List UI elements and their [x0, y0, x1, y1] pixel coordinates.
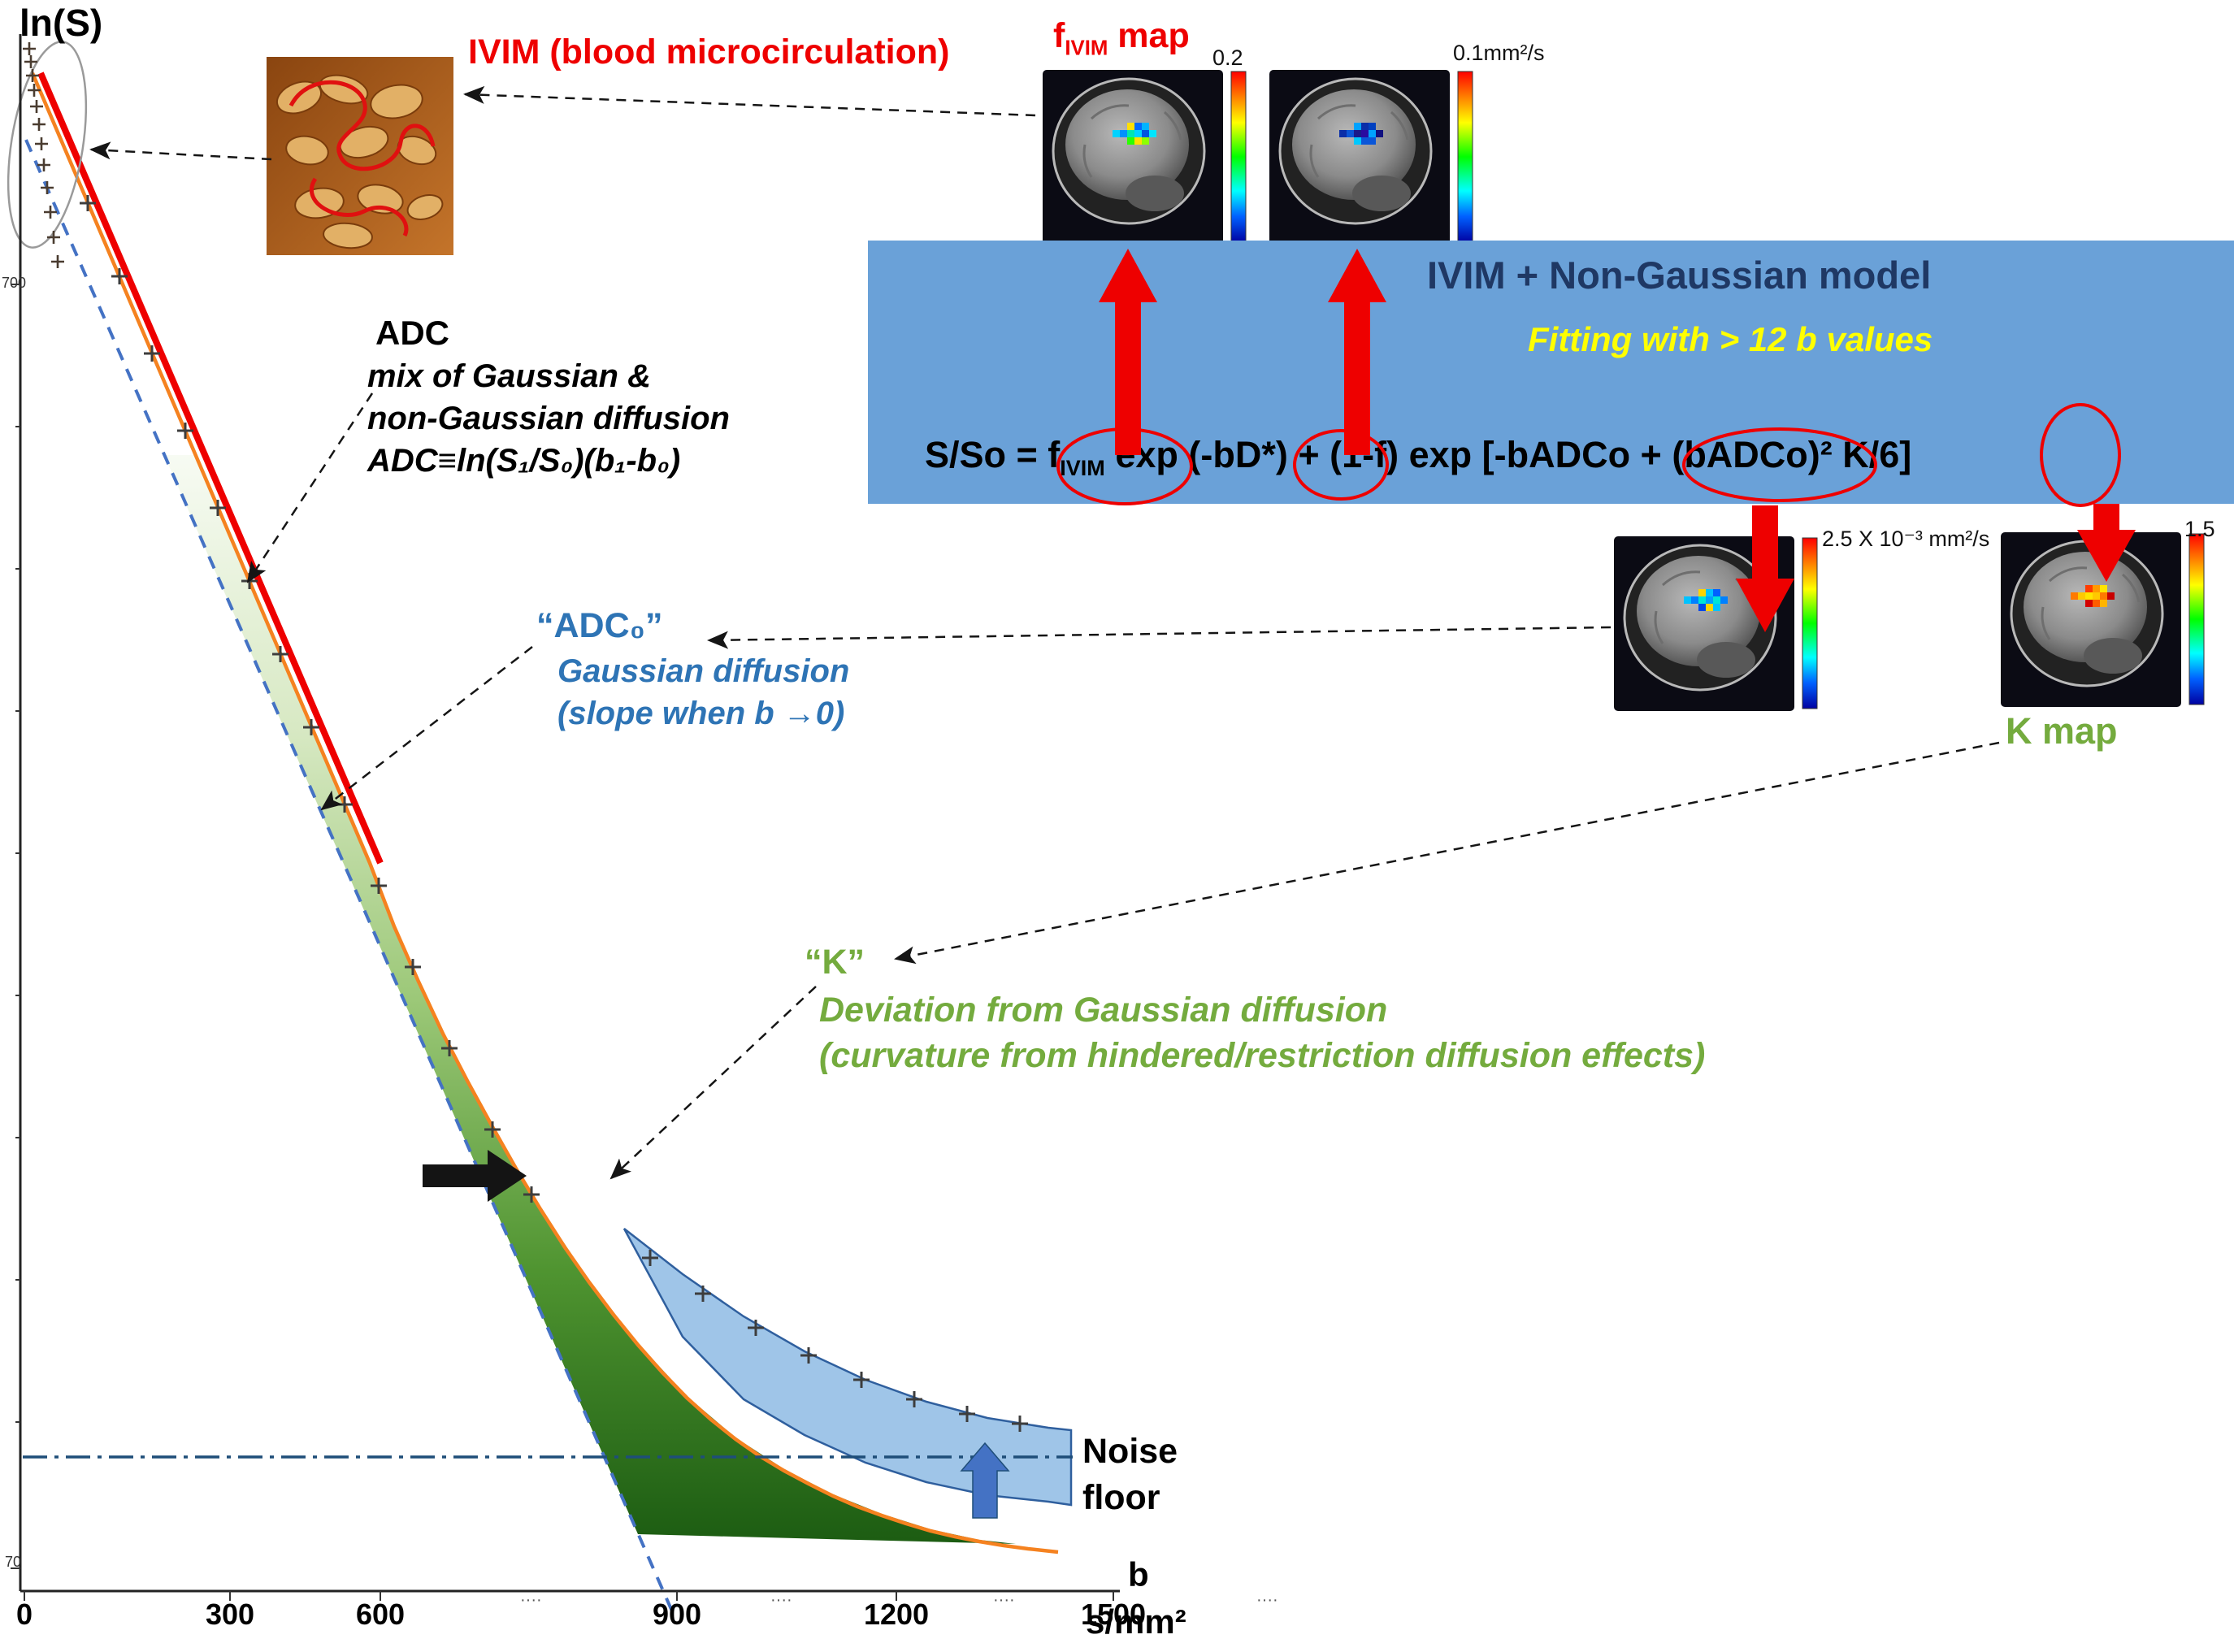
gaussian-dashed-line [24, 139, 675, 1614]
y-axis-ticks [11, 284, 20, 1569]
dstar-map-image [1269, 70, 1473, 245]
dstar-colorbar [1457, 71, 1473, 243]
x-tick-1500: 1500 [1080, 1598, 1147, 1631]
kurtosis-green-region [164, 455, 1016, 1544]
ivim-microcirculation-label: IVIM (blood microcirculation) [468, 33, 950, 72]
x-minor-2: ···· [770, 1591, 792, 1609]
x-axis-ticks [24, 1591, 1114, 1601]
colorbar-max-dstar: 0.1mm²/s [1453, 41, 1545, 65]
y-axis-label: ln(S) [20, 2, 103, 44]
adc-head: ADC [375, 314, 449, 352]
k-overlay-pixels [2071, 585, 2115, 607]
adc-line-1: mix of Gaussian & [367, 358, 651, 395]
k-map-label: K map [2006, 710, 2118, 752]
y-tick-700: 700 [2, 275, 27, 291]
x-tick-1200: 1200 [863, 1598, 930, 1631]
kurtosis-deviation-arrow [423, 1150, 527, 1202]
x-tick-900: 900 [652, 1598, 702, 1631]
data-points-curve [80, 195, 540, 1203]
adc-formula: ADC≡ln(S₁/S₀)(b₁-b₀) [367, 443, 681, 479]
fivim-map-suffix: map [1108, 16, 1190, 55]
k-colorbar [2188, 533, 2205, 705]
adc0-line-2: (slope when b →0) [557, 696, 845, 732]
fivim-map-label: fIVIM map [1053, 16, 1190, 61]
banner-title: IVIM + Non-Gaussian model [1427, 254, 1932, 297]
noise-band [622, 1228, 1073, 1507]
banner-subtitle: Fitting with > 12 b values [1528, 320, 1933, 358]
colorbar-max-k: 1.5 [2184, 517, 2215, 541]
y-tick-70: 70 [5, 1554, 22, 1570]
data-points-cluster [23, 42, 64, 268]
adc0-colorbar [1802, 537, 1818, 709]
k-map-image [2001, 532, 2205, 707]
k-head: “K” [805, 943, 865, 982]
vessel-red-outline [288, 80, 436, 237]
x-tick-0: 0 [15, 1598, 33, 1631]
microcirculation-photo [267, 57, 453, 255]
fivim-map-image [1043, 70, 1247, 245]
noise-floor-label: Noise floor [1082, 1432, 1178, 1519]
model-formula: S/So = fIVIM exp (-bD*) + (1-f) exp [-bA… [925, 434, 1911, 481]
fivim-overlay-pixels [1113, 123, 1156, 145]
signal-decay-curve [30, 72, 1059, 1554]
x-minor-4: ···· [1256, 1591, 1278, 1609]
x-minor-3: ···· [993, 1591, 1015, 1609]
data-points-noise-tail [642, 1250, 1028, 1432]
noise-line-2: floor [1082, 1478, 1160, 1518]
x-tick-600: 600 [355, 1598, 406, 1631]
noise-line-1: Noise [1082, 1432, 1178, 1471]
adc0-overlay-pixels [1684, 589, 1728, 611]
x-axis-var-label: b [1128, 1555, 1149, 1593]
ivim-cluster-ellipse [7, 41, 88, 249]
formula-sub-ivim: IVIM [1060, 456, 1105, 480]
adc0-map-image [1614, 536, 1818, 711]
fivim-colorbar [1230, 71, 1247, 243]
fivim-map-sub: IVIM [1065, 37, 1108, 60]
adc-annotation: ADC mix of Gaussian & non-Gaussian diffu… [367, 314, 730, 479]
adc0-annotation: “ADC₀” Gaussian diffusion (slope when b … [536, 606, 849, 732]
k-line-1: Deviation from Gaussian diffusion [819, 991, 1388, 1030]
adc0-line-1: Gaussian diffusion [557, 653, 850, 690]
adc0-head: “ADC₀” [536, 606, 663, 645]
colorbar-max-fivim: 0.2 [1212, 46, 1243, 70]
dstar-overlay-pixels [1339, 123, 1383, 145]
x-minor-1: ···· [520, 1591, 542, 1609]
formula-part-2: exp (-bD*) + (1-f) exp [-bADCo + (bADCo)… [1104, 434, 1912, 475]
noise-floor-arrow [960, 1442, 1010, 1519]
formula-part-1: S/So = f [925, 434, 1061, 475]
x-tick-300: 300 [205, 1598, 255, 1631]
x-axis-units-label: s/mm² [1086, 1602, 1186, 1641]
k-annotation: “K” Deviation from Gaussian diffusion (c… [805, 943, 1705, 1076]
fivim-map-f: f [1053, 16, 1065, 55]
k-line-2: (curvature from hindered/restriction dif… [819, 1035, 1706, 1075]
adc-line-2: non-Gaussian diffusion [367, 401, 730, 437]
colorbar-max-adc0: 2.5 X 10⁻³ mm²/s [1822, 527, 1990, 551]
